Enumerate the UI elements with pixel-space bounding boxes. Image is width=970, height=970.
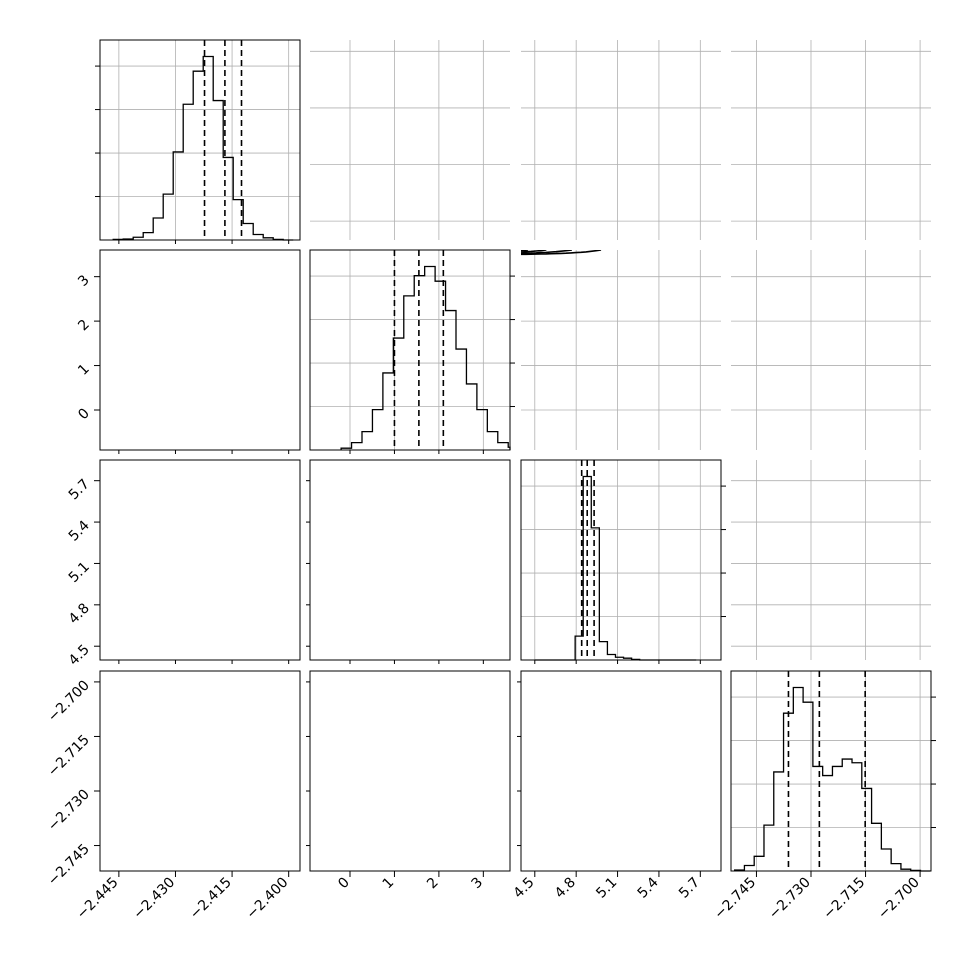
x-tick-label: −2.715 xyxy=(820,875,868,923)
tick-layer: −2.445 −2.430 −2.415 −2.400 0 1 2 3 4.5 4.8 5.1 5.4… xyxy=(45,65,936,923)
x-tick-label: −2.400 xyxy=(244,875,292,923)
panel-frame xyxy=(520,670,722,872)
contour-line xyxy=(521,250,572,255)
panel-frame xyxy=(309,249,511,451)
data-layer xyxy=(112,40,931,872)
x-tick-label: −2.730 xyxy=(766,875,814,923)
y-tick-label: 1 xyxy=(75,361,93,379)
x-tick-label: −2.430 xyxy=(130,875,178,923)
panel-frame xyxy=(730,670,932,872)
panel-frame xyxy=(520,459,722,661)
histogram-2 xyxy=(340,265,511,450)
x-tick-label: 5.1 xyxy=(593,875,620,902)
contour-line xyxy=(521,250,547,253)
panel-frame xyxy=(99,459,301,661)
y-tick-label: 3 xyxy=(75,272,93,290)
x-tick-label: −2.445 xyxy=(74,875,122,923)
contour-line xyxy=(521,250,528,252)
x-tick-label: 3 xyxy=(469,875,487,893)
x-tick-label: 5.4 xyxy=(635,874,662,901)
x-tick-label: 4.8 xyxy=(552,875,579,902)
histogram-3 xyxy=(534,475,697,661)
grid-layer xyxy=(100,40,931,871)
histogram-4 xyxy=(733,686,931,872)
y-tick-label: 4.5 xyxy=(66,642,93,669)
y-tick-label: 2 xyxy=(75,317,93,335)
y-tick-label: 5.7 xyxy=(66,476,93,503)
panel-frame xyxy=(99,670,301,872)
x-tick-label: 0 xyxy=(335,875,353,893)
y-tick-label: 0 xyxy=(75,406,93,424)
y-tick-label: −2.715 xyxy=(45,732,93,780)
x-tick-label: 5.7 xyxy=(676,875,703,902)
frame-layer xyxy=(99,39,932,872)
y-tick-label: 5.4 xyxy=(66,518,93,545)
panel-frame xyxy=(309,670,511,872)
x-tick-label: −2.745 xyxy=(711,875,759,923)
x-tick-label: 4.5 xyxy=(511,875,538,902)
y-tick-label: 4.8 xyxy=(66,600,93,627)
panel-frame xyxy=(99,39,301,241)
x-tick-label: −2.700 xyxy=(875,875,923,923)
contours xyxy=(521,250,602,256)
panel-frame xyxy=(309,459,511,661)
y-tick-label: 5.1 xyxy=(66,559,93,586)
panel-frame xyxy=(99,249,301,451)
y-tick-label: −2.730 xyxy=(45,787,93,835)
x-tick-label: 1 xyxy=(380,875,398,893)
x-tick-label: 2 xyxy=(424,875,442,893)
x-tick-label: −2.415 xyxy=(187,875,235,923)
contour-line xyxy=(521,250,602,256)
y-tick-label: −2.745 xyxy=(45,841,93,889)
y-tick-label: −2.700 xyxy=(45,677,93,725)
histogram-1 xyxy=(112,55,294,241)
